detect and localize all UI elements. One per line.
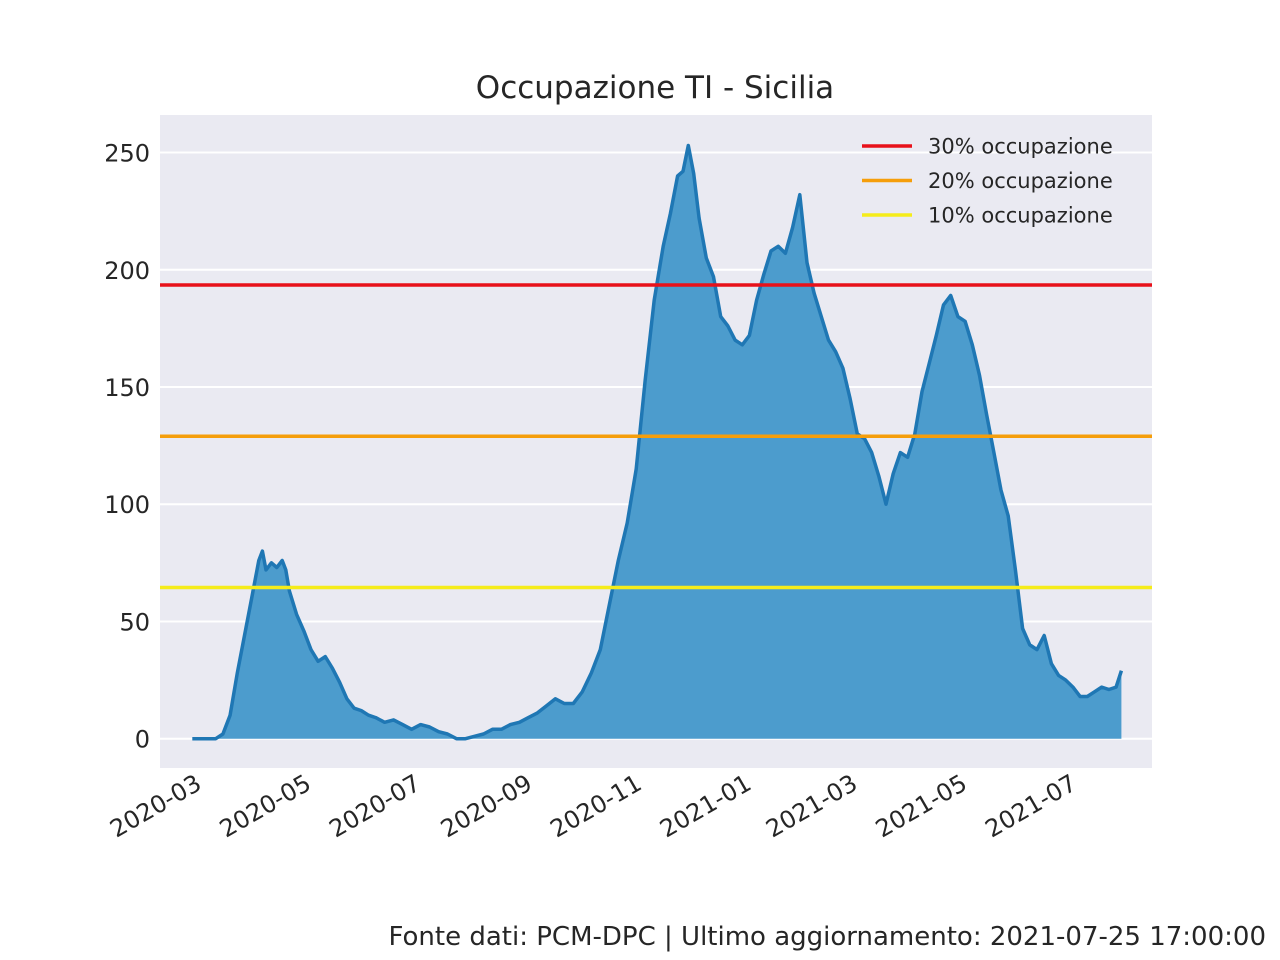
y-tick-label: 250 [104, 140, 150, 168]
area-fill [192, 145, 1122, 739]
x-tick-label: 2021-03 [761, 769, 862, 843]
x-axis: 2020-03 2020-05 2020-07 2020-09 2020-11 2021-… [105, 769, 1081, 843]
legend-label: 30% occupazione [928, 135, 1113, 159]
area-layer [192, 143, 1124, 741]
y-tick-label: 100 [104, 491, 150, 519]
x-tick-label: 2020-05 [215, 769, 316, 843]
y-tick-label: 0 [135, 726, 150, 754]
x-tick-label: 2020-11 [546, 769, 647, 843]
chart-title: Occupazione TI - Sicilia [476, 70, 834, 106]
y-tick-label: 50 [119, 608, 150, 636]
reference-lines [160, 283, 1152, 590]
x-tick-label: 2020-03 [105, 769, 206, 843]
y-axis: 0 50 100 150 200 250 [104, 140, 150, 754]
x-tick-label: 2021-01 [655, 769, 756, 843]
legend-label: 10% occupazione [928, 204, 1113, 228]
legend: 30% occupazione 20% occupazione 10% occupa… [862, 135, 1113, 228]
y-tick-label: 150 [104, 374, 150, 402]
legend-label: 20% occupazione [928, 169, 1113, 193]
area-line [192, 143, 1124, 741]
x-tick-label: 2020-09 [436, 769, 537, 843]
x-tick-label: 2021-05 [871, 769, 972, 843]
y-tick-label: 200 [104, 257, 150, 285]
x-tick-label: 2020-07 [325, 769, 426, 843]
x-tick-label: 2021-07 [980, 769, 1081, 843]
footer-source-note: Fonte dati: PCM-DPC | Ultimo aggiornamen… [388, 922, 1267, 952]
